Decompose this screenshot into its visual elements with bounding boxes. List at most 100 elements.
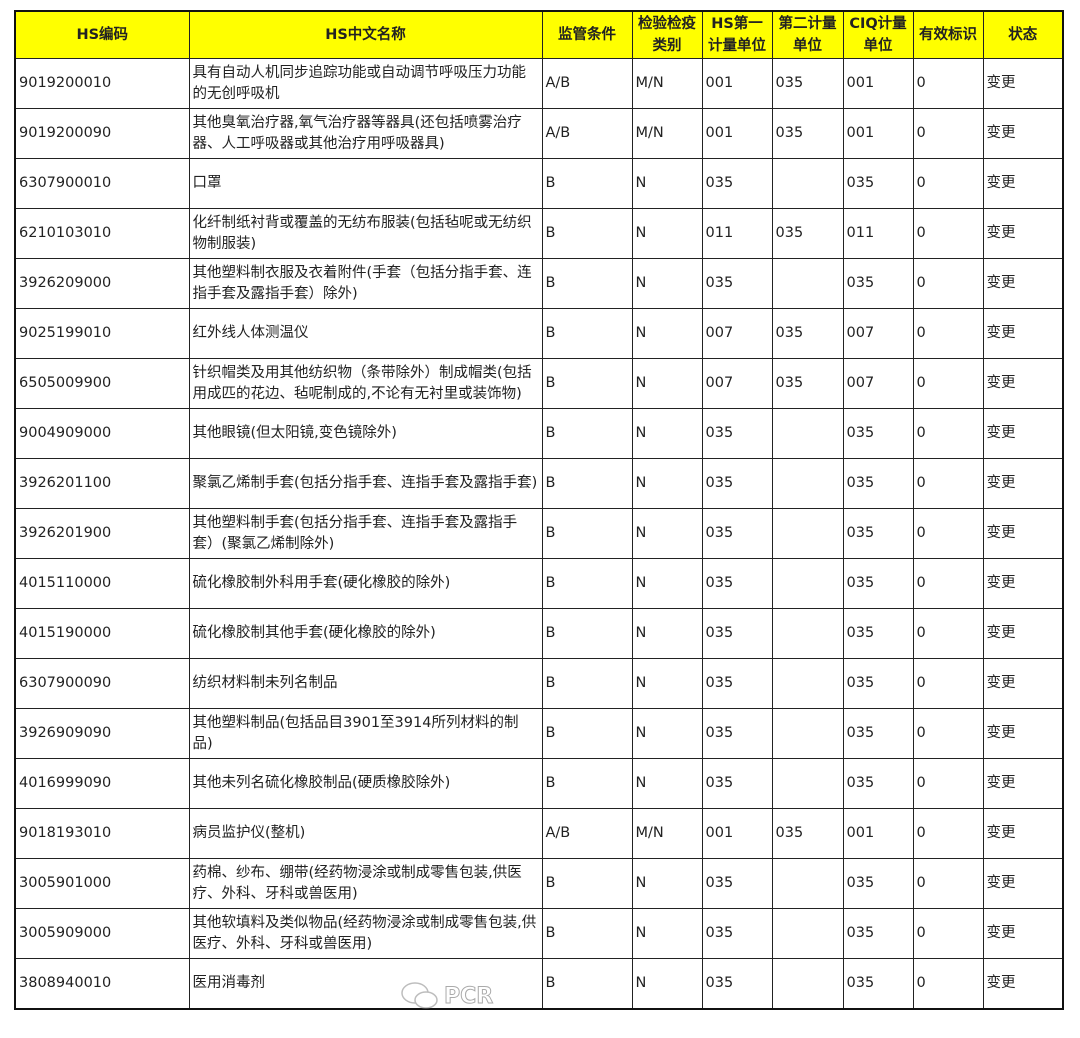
table-row: 3926909090 其他塑料制品(包括品目3901至3914所列材料的制品) B N… (14, 708, 1064, 759)
cell-second-unit (771, 658, 844, 709)
header-text: 计量单位 (708, 38, 766, 54)
cell-second-unit: 035 (771, 58, 844, 109)
table-row: 6307900090 纺织材料制未列名制品 B N 035 035 0 变更 (14, 658, 1064, 709)
cell-supervision-condition: B (541, 458, 633, 509)
cell-hs-code: 6307900090 (14, 658, 190, 709)
table-row: 6505009900 针织帽类及用其他纺织物（条带除外）制成帽类(包括用成匹的花边… (14, 358, 1064, 409)
cell-hs-code: 3808940010 (14, 958, 190, 1010)
table-row: 3005909000 其他软填料及类似物品(经药物浸涂或制成零售包装,供医疗、外科… (14, 908, 1064, 959)
table-row: 9004909000 其他眼镜(但太阳镜,变色镜除外) B N 035 035 0 变更 (14, 408, 1064, 459)
table-row: 9019200010 具有自动人机同步追踪功能或自动调节呼吸压力功能的无创呼吸机 A… (14, 58, 1064, 109)
cell-hs-name: 硫化橡胶制其他手套(硬化橡胶的除外) (188, 608, 543, 659)
header-hs-code: HS编码 (14, 10, 190, 59)
cell-status: 变更 (982, 708, 1064, 759)
table-row: 4015110000 硫化橡胶制外科用手套(硬化橡胶的除外) B N 035 035 0 变更 (14, 558, 1064, 609)
header-second-unit: 第二计量 单位 (771, 10, 844, 59)
cell-inspection-category: N (631, 458, 703, 509)
cell-inspection-category: N (631, 858, 703, 909)
cell-first-unit: 035 (701, 458, 773, 509)
cell-valid-flag: 0 (912, 208, 984, 259)
cell-inspection-category: M/N (631, 808, 703, 859)
cell-supervision-condition: B (541, 708, 633, 759)
cell-status: 变更 (982, 208, 1064, 259)
cell-status: 变更 (982, 758, 1064, 809)
cell-status: 变更 (982, 958, 1064, 1010)
cell-valid-flag: 0 (912, 408, 984, 459)
cell-hs-code: 3005901000 (14, 858, 190, 909)
cell-second-unit (771, 258, 844, 309)
cell-hs-code: 9025199010 (14, 308, 190, 359)
cell-valid-flag: 0 (912, 458, 984, 509)
header-text: HS第一 (711, 16, 763, 32)
cell-hs-name: 硫化橡胶制外科用手套(硬化橡胶的除外) (188, 558, 543, 609)
header-text: 检验检疫 (638, 16, 696, 32)
cell-valid-flag: 0 (912, 108, 984, 159)
cell-hs-name: 其他臭氧治疗器,氧气治疗器等器具(还包括喷雾治疗器、人工呼吸器或其他治疗用呼吸器… (188, 108, 543, 159)
cell-valid-flag: 0 (912, 858, 984, 909)
header-text: 单位 (793, 38, 822, 54)
cell-valid-flag: 0 (912, 758, 984, 809)
header-row: HS编码 HS中文名称 监管条件 检验检疫 类别 HS第一 计量单位 第二计量 单位 CIQ计量单… (14, 10, 1064, 59)
table-row: 4015190000 硫化橡胶制其他手套(硬化橡胶的除外) B N 035 035 0 变更 (14, 608, 1064, 659)
cell-supervision-condition: A/B (541, 108, 633, 159)
cell-ciq-unit: 035 (842, 258, 914, 309)
cell-valid-flag: 0 (912, 508, 984, 559)
cell-status: 变更 (982, 658, 1064, 709)
cell-supervision-condition: B (541, 908, 633, 959)
cell-ciq-unit: 011 (842, 208, 914, 259)
cell-ciq-unit: 035 (842, 608, 914, 659)
cell-inspection-category: N (631, 658, 703, 709)
header-ciq-unit: CIQ计量 单位 (842, 10, 914, 59)
table-row: 9019200090 其他臭氧治疗器,氧气治疗器等器具(还包括喷雾治疗器、人工呼吸… (14, 108, 1064, 159)
cell-valid-flag: 0 (912, 58, 984, 109)
cell-status: 变更 (982, 608, 1064, 659)
cell-hs-code: 4015110000 (14, 558, 190, 609)
cell-hs-name: 纺织材料制未列名制品 (188, 658, 543, 709)
table-row: 6307900010 口罩 B N 035 035 0 变更 (14, 158, 1064, 209)
cell-status: 变更 (982, 58, 1064, 109)
cell-inspection-category: N (631, 908, 703, 959)
table-row: 4016999090 其他未列名硫化橡胶制品(硬质橡胶除外) B N 035 035 0 变更 (14, 758, 1064, 809)
cell-inspection-category: N (631, 408, 703, 459)
cell-valid-flag: 0 (912, 608, 984, 659)
cell-first-unit: 035 (701, 708, 773, 759)
cell-first-unit: 035 (701, 908, 773, 959)
cell-inspection-category: N (631, 558, 703, 609)
table-row: 3926201100 聚氯乙烯制手套(包括分指手套、连指手套及露指手套) B N 035… (14, 458, 1064, 509)
cell-supervision-condition: B (541, 608, 633, 659)
cell-first-unit: 035 (701, 658, 773, 709)
cell-ciq-unit: 035 (842, 958, 914, 1010)
cell-hs-name: 其他未列名硫化橡胶制品(硬质橡胶除外) (188, 758, 543, 809)
cell-ciq-unit: 035 (842, 658, 914, 709)
cell-status: 变更 (982, 558, 1064, 609)
cell-first-unit: 001 (701, 58, 773, 109)
watermark: PCR (400, 980, 494, 1012)
cell-hs-name: 红外线人体测温仪 (188, 308, 543, 359)
cell-ciq-unit: 001 (842, 808, 914, 859)
cell-hs-code: 4016999090 (14, 758, 190, 809)
cell-hs-code: 9019200090 (14, 108, 190, 159)
cell-inspection-category: N (631, 758, 703, 809)
cell-ciq-unit: 035 (842, 858, 914, 909)
cell-supervision-condition: B (541, 358, 633, 409)
cell-second-unit (771, 408, 844, 459)
cell-supervision-condition: B (541, 958, 633, 1010)
cell-second-unit (771, 708, 844, 759)
header-supervision-condition: 监管条件 (541, 10, 633, 59)
wechat-icon (401, 982, 438, 1009)
cell-second-unit (771, 958, 844, 1010)
cell-first-unit: 035 (701, 408, 773, 459)
cell-inspection-category: M/N (631, 108, 703, 159)
cell-valid-flag: 0 (912, 658, 984, 709)
cell-hs-code: 9018193010 (14, 808, 190, 859)
cell-first-unit: 001 (701, 108, 773, 159)
cell-first-unit: 035 (701, 858, 773, 909)
cell-valid-flag: 0 (912, 258, 984, 309)
cell-ciq-unit: 007 (842, 358, 914, 409)
header-text: HS编码 (76, 27, 129, 43)
cell-second-unit: 035 (771, 308, 844, 359)
cell-status: 变更 (982, 908, 1064, 959)
cell-hs-name: 其他眼镜(但太阳镜,变色镜除外) (188, 408, 543, 459)
cell-hs-name: 针织帽类及用其他纺织物（条带除外）制成帽类(包括用成匹的花边、毡呢制成的,不论有… (188, 358, 543, 409)
cell-supervision-condition: B (541, 558, 633, 609)
